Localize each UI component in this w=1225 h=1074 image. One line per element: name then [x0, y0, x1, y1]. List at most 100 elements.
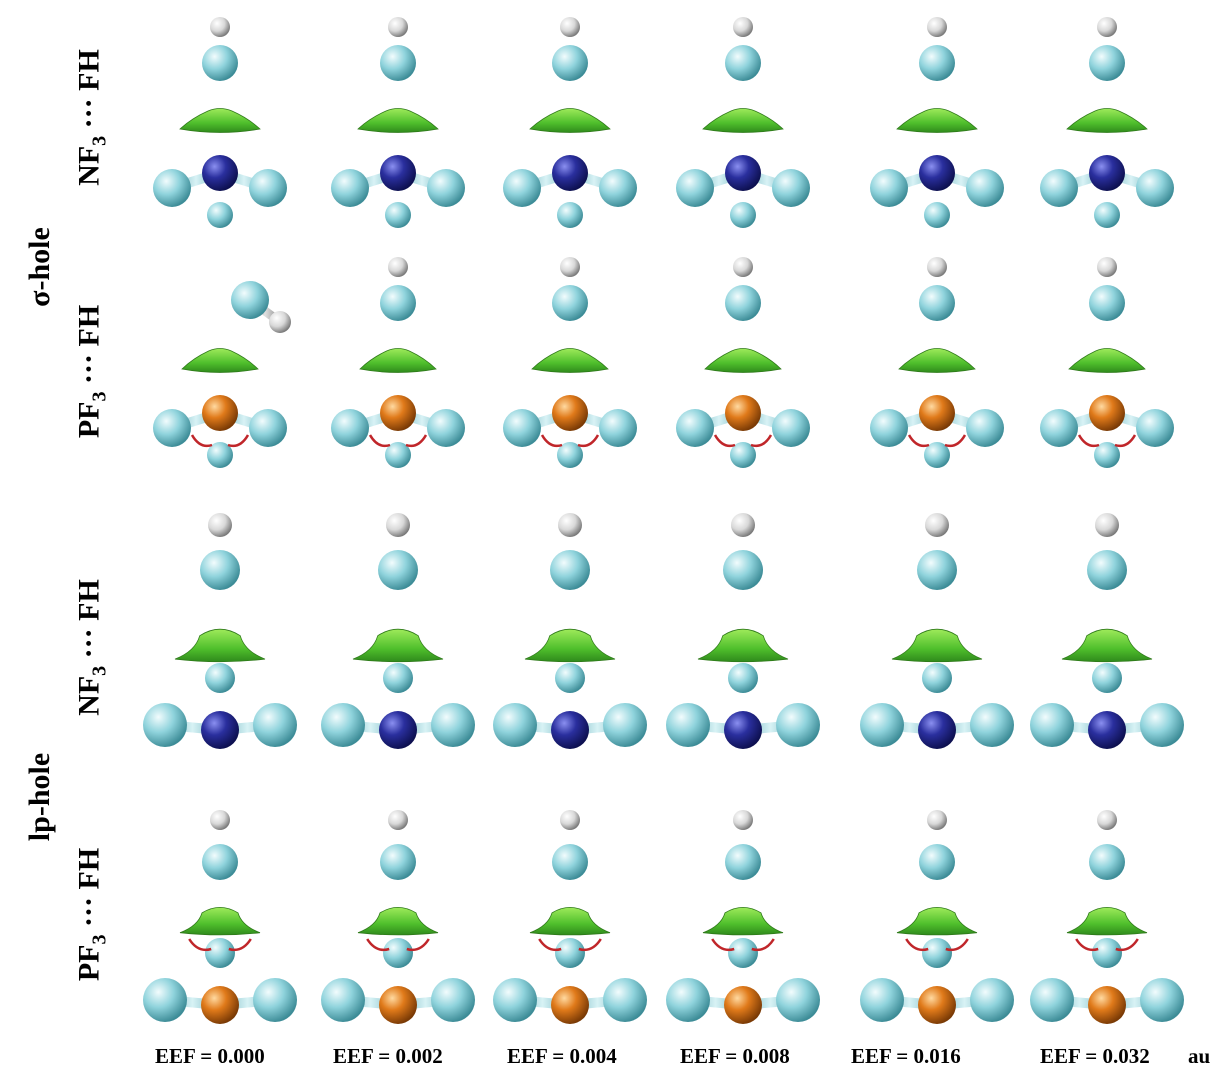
- fluorine-atom: [1030, 978, 1074, 1022]
- hydrogen-atom: [927, 17, 947, 37]
- fluorine-atom: [730, 442, 756, 468]
- hydrogen-atom: [388, 810, 408, 830]
- fluorine-atom: [1136, 409, 1174, 447]
- fluorine-atom: [730, 202, 756, 228]
- molecule-panel: [870, 257, 1004, 468]
- isosurface-red: [945, 938, 969, 952]
- isosurface-red: [711, 938, 735, 952]
- hydrogen-atom: [560, 810, 580, 830]
- isosurface-red: [228, 938, 252, 952]
- molecule-panel: [676, 257, 810, 468]
- isosurface-red: [944, 434, 967, 448]
- phosphorus-atom: [201, 986, 239, 1024]
- isosurface-green: [357, 907, 439, 936]
- nitrogen-atom: [380, 155, 416, 191]
- molecule-panel: [676, 17, 810, 228]
- isosurface-green: [524, 628, 616, 663]
- fluorine-atom: [1040, 409, 1078, 447]
- fluorine-atom: [1089, 45, 1125, 81]
- isosurface-red: [188, 938, 212, 952]
- fluorine-atom: [772, 409, 810, 447]
- hydrogen-atom: [388, 257, 408, 277]
- fluorine-atom: [870, 409, 908, 447]
- eef-label-5: EEF = 0.032: [1040, 1044, 1150, 1068]
- isosurface-green: [891, 628, 983, 663]
- hydrogen-atom: [1097, 17, 1117, 37]
- isosurface-green: [357, 108, 439, 133]
- fluorine-atom: [385, 202, 411, 228]
- fluorine-atom: [249, 409, 287, 447]
- fluorine-atom: [917, 550, 957, 590]
- molecule-panel: [143, 810, 297, 1024]
- molecule-panel: [331, 257, 465, 468]
- fluorine-atom: [924, 202, 950, 228]
- molecule-panel: [666, 513, 820, 749]
- isosurface-red: [366, 938, 390, 952]
- fluorine-atom: [427, 409, 465, 447]
- fluorine-atom: [202, 844, 238, 880]
- fluorine-atom: [725, 285, 761, 321]
- hydrogen-atom: [388, 17, 408, 37]
- nitrogen-atom: [919, 155, 955, 191]
- isosurface-green: [704, 348, 782, 373]
- isosurface-green: [181, 348, 259, 373]
- isosurface-red: [190, 434, 213, 448]
- fluorine-atom: [552, 285, 588, 321]
- isosurface-red: [750, 434, 773, 448]
- nitrogen-atom: [551, 711, 589, 749]
- isosurface-green: [529, 907, 611, 936]
- fluorine-atom: [924, 442, 950, 468]
- fluorine-atom: [153, 409, 191, 447]
- fluorine-atom: [207, 202, 233, 228]
- fluorine-atom: [557, 442, 583, 468]
- isosurface-green: [529, 108, 611, 133]
- phosphorus-atom: [725, 395, 761, 431]
- fluorine-atom: [253, 978, 297, 1022]
- isosurface-red: [907, 434, 930, 448]
- molecule-panel: [860, 513, 1014, 749]
- group-label-lp-hole: lp-hole: [23, 752, 56, 842]
- phosphorus-atom: [379, 986, 417, 1024]
- molecule-panel: [493, 810, 647, 1024]
- fluorine-atom: [231, 281, 269, 319]
- eef-label-2: EEF = 0.004: [507, 1044, 617, 1068]
- fluorine-atom: [723, 550, 763, 590]
- molecule-panel: [1030, 810, 1184, 1024]
- unit-label: au: [1188, 1044, 1211, 1068]
- fluorine-atom: [776, 703, 820, 747]
- fluorine-atom: [1089, 844, 1125, 880]
- isosurface-green: [702, 108, 784, 133]
- fluorine-atom: [772, 169, 810, 207]
- row-label-pf3-sigma: PF3 ··· FH: [72, 304, 111, 439]
- isosurface-green: [359, 348, 437, 373]
- eef-label-1: EEF = 0.002: [333, 1044, 443, 1068]
- nitrogen-atom: [201, 711, 239, 749]
- hydrogen-atom: [269, 311, 291, 333]
- nitrogen-atom: [552, 155, 588, 191]
- phosphorus-atom: [918, 986, 956, 1024]
- isosurface-red: [405, 434, 428, 448]
- phosphorus-atom: [552, 395, 588, 431]
- isosurface-red: [577, 434, 600, 448]
- fluorine-atom: [321, 978, 365, 1022]
- isosurface-green: [1068, 348, 1146, 373]
- fluorine-atom: [503, 169, 541, 207]
- isosurface-green: [896, 108, 978, 133]
- fluorine-atom: [860, 703, 904, 747]
- fluorine-atom: [385, 442, 411, 468]
- phosphorus-atom: [551, 986, 589, 1024]
- molecule-panel: [860, 810, 1014, 1024]
- molecule-panel: [321, 810, 475, 1024]
- hydrogen-atom: [1097, 257, 1117, 277]
- isosurface-red: [1075, 938, 1099, 952]
- nitrogen-atom: [1089, 155, 1125, 191]
- molecule-panel: [1040, 17, 1174, 228]
- isosurface-red: [538, 938, 562, 952]
- hydrogen-atom: [560, 257, 580, 277]
- hydrogen-atom: [733, 257, 753, 277]
- fluorine-atom: [676, 409, 714, 447]
- fluorine-atom: [776, 978, 820, 1022]
- phosphorus-atom: [724, 986, 762, 1024]
- fluorine-atom: [143, 978, 187, 1022]
- isosurface-red: [905, 938, 929, 952]
